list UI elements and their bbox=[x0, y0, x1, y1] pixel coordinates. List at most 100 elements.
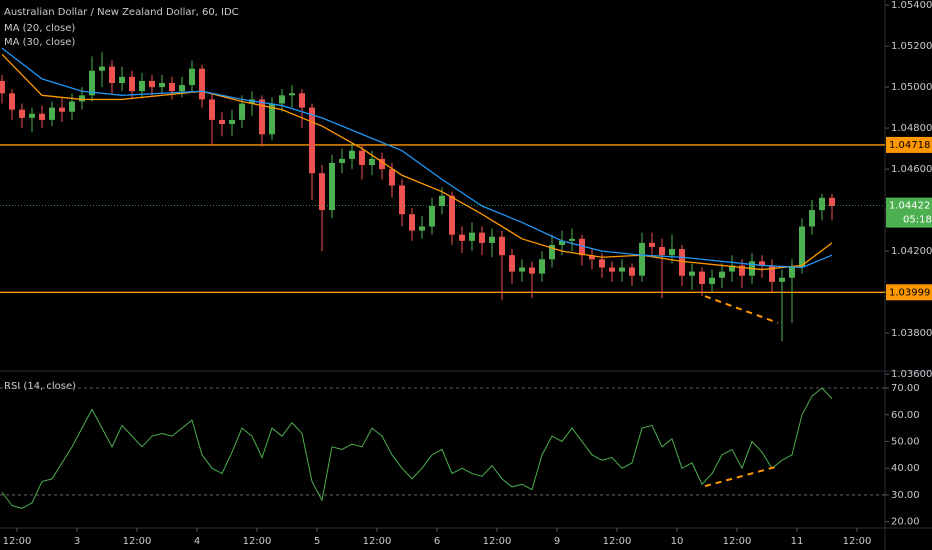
x-tick-label: 12:00 bbox=[483, 536, 512, 547]
candle-body bbox=[369, 158, 375, 166]
candle-body bbox=[679, 249, 685, 276]
y-tick-label: 1.03800 bbox=[891, 328, 932, 339]
candle-body bbox=[159, 83, 165, 88]
candle-body bbox=[19, 109, 25, 118]
candle-body bbox=[779, 277, 785, 282]
candle-body bbox=[309, 107, 315, 174]
last-price-box bbox=[886, 197, 932, 228]
candle-body bbox=[219, 119, 225, 125]
x-tick-label: 12:00 bbox=[363, 536, 392, 547]
candle-body bbox=[439, 195, 445, 207]
candle-body bbox=[289, 93, 295, 96]
candle-body bbox=[199, 68, 205, 100]
candle-body bbox=[99, 66, 105, 71]
candle-body bbox=[819, 197, 825, 211]
candle-body bbox=[129, 76, 135, 92]
x-tick-label: 5 bbox=[314, 536, 320, 547]
candle-body bbox=[489, 236, 495, 243]
candle-body bbox=[139, 80, 145, 92]
candle-body bbox=[299, 93, 305, 108]
candle-body bbox=[109, 66, 115, 84]
legend-entry: MA (20, close) bbox=[4, 23, 75, 34]
candle-body bbox=[269, 103, 275, 135]
x-tick-label: 11 bbox=[791, 536, 804, 547]
candle-body bbox=[719, 271, 725, 278]
price-label: 1.04718 bbox=[889, 140, 930, 151]
candle-body bbox=[379, 158, 385, 170]
x-tick-label: 12:00 bbox=[3, 536, 32, 547]
price-label-box bbox=[886, 284, 932, 301]
candle-body bbox=[469, 232, 475, 241]
y-tick-label: 1.04800 bbox=[891, 123, 932, 134]
candle-body bbox=[809, 210, 815, 227]
candle-body bbox=[419, 226, 425, 231]
x-tick-label: 6 bbox=[434, 536, 440, 547]
candle-body bbox=[789, 267, 795, 278]
y-tick-label: 1.04600 bbox=[891, 164, 932, 175]
candle-body bbox=[689, 271, 695, 276]
candle-body bbox=[149, 80, 155, 88]
candle-body bbox=[769, 265, 775, 282]
candle-body bbox=[409, 214, 415, 231]
candle-body bbox=[9, 93, 15, 110]
chart-title: Australian Dollar / New Zealand Dollar, … bbox=[4, 7, 239, 18]
candle-body bbox=[829, 197, 835, 207]
candle-body bbox=[279, 95, 285, 104]
candle-body bbox=[0, 80, 5, 94]
candle-body bbox=[449, 195, 455, 235]
candle-body bbox=[509, 255, 515, 272]
candle-body bbox=[239, 103, 245, 120]
moving-average bbox=[1, 53, 833, 271]
candle-body bbox=[539, 259, 545, 274]
x-tick-label: 12:00 bbox=[843, 536, 872, 547]
candle-body bbox=[589, 255, 595, 260]
candle-body bbox=[429, 206, 435, 227]
last-price-label: 1.04422 bbox=[889, 201, 930, 212]
candle-body bbox=[699, 271, 705, 284]
candle-body bbox=[59, 107, 65, 112]
x-tick-label: 12:00 bbox=[123, 536, 152, 547]
y-tick-label: 1.05000 bbox=[891, 82, 932, 93]
candle-body bbox=[179, 85, 185, 92]
trend-line bbox=[704, 295, 779, 324]
x-tick-label: 12:00 bbox=[723, 536, 752, 547]
price-label-box bbox=[886, 136, 932, 153]
candle-body bbox=[119, 76, 125, 84]
candle-body bbox=[319, 173, 325, 211]
candle-body bbox=[399, 185, 405, 215]
candle-body bbox=[49, 107, 55, 120]
candle-body bbox=[619, 267, 625, 272]
candle-body bbox=[579, 238, 585, 256]
candle-body bbox=[639, 242, 645, 276]
candle-body bbox=[329, 162, 335, 211]
candle-body bbox=[669, 249, 675, 256]
candle-body bbox=[259, 99, 265, 135]
candle-body bbox=[479, 232, 485, 243]
x-tick-label: 4 bbox=[194, 536, 200, 547]
y-tick-label: 1.04200 bbox=[891, 246, 932, 257]
rsi-line bbox=[1, 387, 833, 509]
x-tick-label: 10 bbox=[671, 536, 684, 547]
candle-body bbox=[709, 277, 715, 284]
candle-body bbox=[389, 169, 395, 186]
price-label: 1.03999 bbox=[889, 287, 930, 298]
candle-body bbox=[339, 158, 345, 163]
candle-body bbox=[799, 226, 805, 268]
candle-body bbox=[649, 242, 655, 248]
trend-line bbox=[704, 466, 776, 488]
candle-body bbox=[209, 99, 215, 120]
x-tick-label: 3 bbox=[74, 536, 80, 547]
candle-body bbox=[519, 267, 525, 272]
candle-body bbox=[189, 68, 195, 86]
candle-body bbox=[79, 95, 85, 102]
legend-entry: MA (30, close) bbox=[4, 37, 75, 48]
x-tick-label: 9 bbox=[554, 536, 560, 547]
candle-body bbox=[609, 267, 615, 272]
candle-body bbox=[569, 238, 575, 241]
y-tick-label: 70.00 bbox=[891, 383, 920, 394]
candle-body bbox=[169, 83, 175, 92]
candle-body bbox=[359, 150, 365, 166]
candle-body bbox=[39, 113, 45, 120]
